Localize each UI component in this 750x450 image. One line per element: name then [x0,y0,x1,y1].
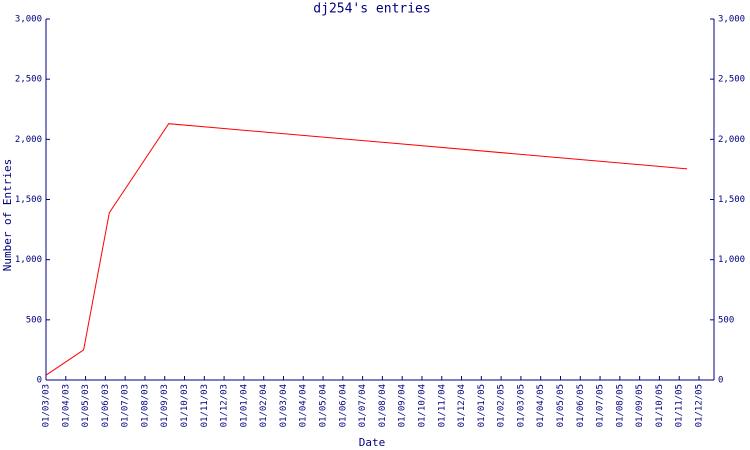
x-tick-label: 01/11/04 [437,384,447,427]
x-tick-label: 01/05/04 [319,384,329,427]
y2-tick-label: 1,000 [718,255,745,265]
y2-tick-label: 500 [718,315,734,325]
y-tick-label: 2,500 [15,75,42,85]
x-tick-label: 01/06/05 [576,384,586,427]
chart-title: dj254's entries [313,2,430,17]
x-tick-label: 01/10/03 [180,384,190,427]
x-tick-label: 01/07/03 [121,384,131,427]
x-tick-label: 01/09/04 [398,384,408,427]
y-tick-label: 2,000 [15,135,42,145]
x-tick-label: 01/09/05 [635,384,645,427]
y2-tick-label: 0 [718,376,723,386]
x-tick-label: 01/02/05 [497,384,507,427]
x-tick-label: 01/12/04 [457,384,467,427]
x-tick-label: 01/10/04 [417,384,427,427]
x-tick-label: 01/12/03 [220,384,230,427]
x-tick-label: 01/04/04 [299,384,309,427]
y2-tick-label: 2,000 [718,135,745,145]
data-line [45,123,688,376]
y-tick-label: 1,500 [15,195,42,205]
x-tick-label: 01/11/05 [675,384,685,427]
x-tick-label: 01/03/05 [516,384,526,427]
x-tick-label: 01/12/05 [695,384,705,427]
y2-tick-label: 2,500 [718,75,745,85]
x-tick-label: 01/03/03 [42,384,52,427]
x-tick-label: 01/03/04 [279,384,289,427]
x-tick-label: 01/08/05 [615,384,625,427]
y-axis-label: Number of Entries [1,159,14,272]
x-tick-label: 01/11/03 [200,384,210,427]
x-tick-label: 01/09/03 [160,384,170,427]
y-tick-label: 1,000 [15,255,42,265]
x-tick-label: 01/07/05 [596,384,606,427]
x-tick-label: 01/08/04 [378,384,388,427]
x-tick-label: 01/08/03 [140,384,150,427]
y2-tick-label: 1,500 [718,195,745,205]
x-tick-label: 01/05/05 [556,384,566,427]
y2-tick-label: 3,000 [718,15,745,25]
x-tick-label: 01/01/04 [239,384,249,427]
x-tick-label: 01/01/05 [477,384,487,427]
x-tick-label: 01/10/05 [655,384,665,427]
x-tick-label: 01/06/04 [338,384,348,427]
x-tick-label: 01/07/04 [358,384,368,427]
y-tick-label: 0 [37,376,42,386]
y-tick-label: 500 [26,315,42,325]
x-tick-label: 01/06/03 [101,384,111,427]
x-tick-label: 01/05/03 [81,384,91,427]
x-tick-label: 01/02/04 [259,384,269,427]
x-tick-label: 01/04/03 [61,384,71,427]
x-axis-label: Date [359,436,386,449]
x-tick-label: 01/04/05 [536,384,546,427]
y-tick-label: 3,000 [15,15,42,25]
